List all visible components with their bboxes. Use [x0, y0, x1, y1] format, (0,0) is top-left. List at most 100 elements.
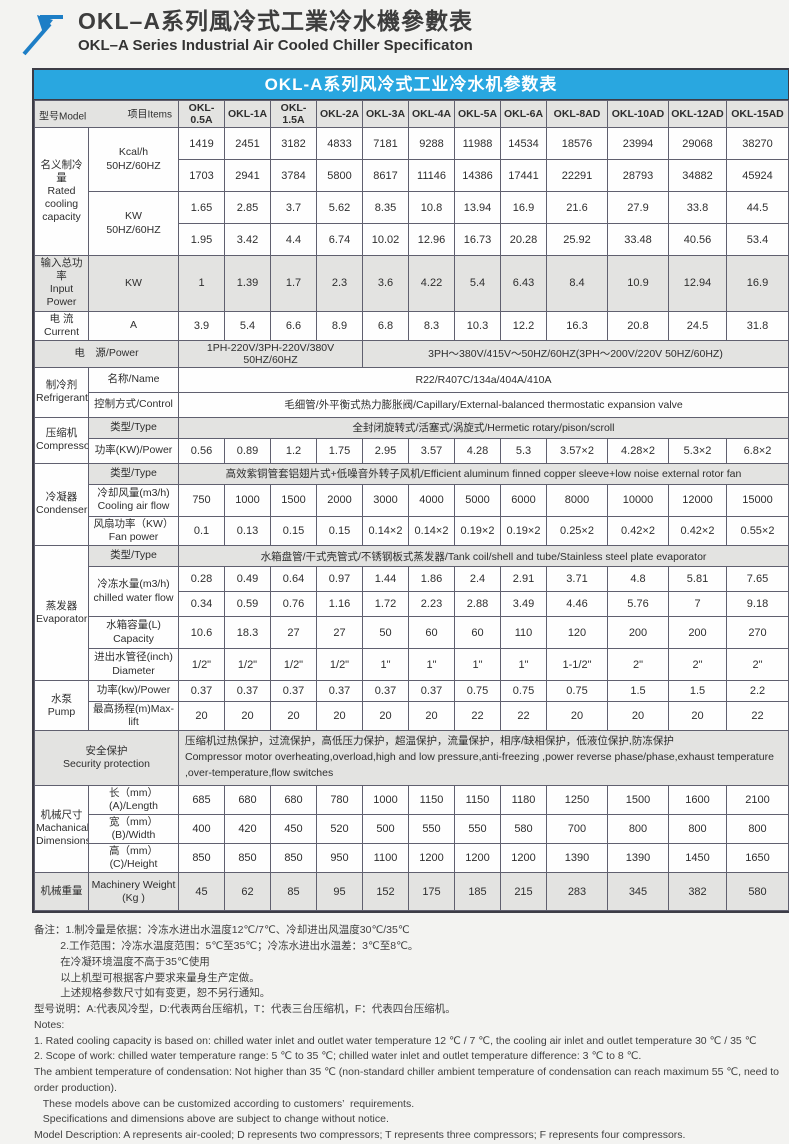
model-header-cell: OKL-1A — [224, 100, 271, 128]
table-cell: 1500 — [607, 784, 669, 815]
note-line: The ambient temperature of condensation:… — [34, 1066, 782, 1094]
table-cell: 5.76 — [607, 591, 669, 617]
table-cell: 0.34 — [178, 591, 225, 617]
table-cell: 850 — [178, 842, 225, 874]
table-cell: 4.8 — [607, 566, 669, 592]
spec-sheet-page: { "page": { "title_zh": "OKL–A系列風冷式工業冷水機… — [22, 8, 789, 1141]
model-header-row: 型号Model 项目Items OKL-0.5A OKL-1A OKL-1.5A OK… — [34, 100, 789, 128]
table-cell: 2941 — [224, 159, 271, 192]
table-cell: 1200 — [500, 842, 547, 874]
table-cell: 1500 — [270, 483, 317, 517]
table-cell: 1250 — [546, 784, 608, 815]
label-width: 宽（mm）(B)/Width — [88, 813, 179, 845]
note-line: 型号说明：A:代表风冷型，D:代表两台压缩机，T：代表三台压缩机，F：代表四台压… — [34, 1003, 456, 1015]
label-height: 高（mm）(C)/Height — [88, 842, 179, 874]
table-cell: 0.37 — [270, 680, 317, 702]
table-cell: 2.23 — [408, 591, 455, 617]
table-cell: 12.94 — [668, 255, 727, 312]
row-length: 机械尺寸 Machanical Dimensions 长（mm）(A)/Leng… — [34, 784, 789, 874]
note-line: Model Description: A represents air-cool… — [34, 1129, 686, 1141]
spec-table: 型号Model 项目Items OKL-0.5A OKL-1A OKL-1.5A OK… — [34, 100, 789, 912]
table-cell: 10000 — [607, 483, 669, 517]
table-cell: 5.3×2 — [668, 437, 727, 464]
table-cell: 1.44 — [362, 566, 409, 592]
row-kw-50: KW 50HZ/60HZ 1.65 2.85 3.7 5.62 8.35 10.8 13.9… — [35, 191, 789, 256]
table-cell: 3.7 — [270, 191, 317, 224]
note-line: 上述规格参数尺寸如有变更，恕不另行通知。 — [34, 987, 271, 1000]
table-cell: 2.88 — [454, 591, 501, 617]
table-cell: 16.9 — [726, 255, 789, 312]
group-label-capacity: 名义制冷量 Rated cooling capacity — [34, 127, 89, 256]
compressor-type-value: 全封闭旋转式/活塞式/涡旋式/Hermetic rotary/pison/scr… — [178, 416, 789, 439]
table-cell: 17441 — [500, 159, 547, 192]
table-cell: 850 — [224, 842, 271, 874]
table-cell: 8.3 — [408, 310, 455, 341]
row-tank-capacity: 水箱容量(L) Capacity 10.6 18.3 27 27 50 60 60 110 12… — [35, 616, 789, 649]
table-cell: 2" — [726, 648, 789, 681]
table-cell: 33.48 — [607, 223, 669, 256]
condenser-type-value: 高效紫铜管套铝翅片式+低噪音外转子风机/Efficient aluminum f… — [178, 462, 789, 485]
note-line: Notes: — [34, 1018, 65, 1031]
table-cell: 1150 — [408, 784, 455, 815]
table-cell: 950 — [316, 842, 363, 874]
table-cell: 1000 — [224, 483, 271, 517]
table-caption: OKL-A系列风冷式工业冷水机参数表 — [34, 70, 788, 100]
table-cell: 1.16 — [316, 591, 363, 617]
row-compressor-power: 功率(KW)/Power 0.56 0.89 1.2 1.75 2.95 3.57 4.28… — [35, 437, 789, 464]
table-cell: 680 — [270, 784, 317, 815]
group-label-condenser: 冷凝器 Condenser — [34, 462, 89, 547]
label-length: 长（mm）(A)/Length — [88, 784, 179, 815]
table-cell: 580 — [726, 872, 789, 912]
table-cell: 3182 — [270, 127, 317, 160]
table-cell: 6.74 — [316, 223, 363, 256]
model-header-cell: OKL-4A — [408, 100, 455, 128]
table-cell: 283 — [546, 872, 608, 912]
corner-cell: 型号Model 项目Items — [34, 100, 179, 128]
label-chilled-water-flow: 冷冻水量(m3/h) chilled water flow — [88, 566, 179, 617]
table-cell: 5.62 — [316, 191, 363, 224]
table-cell: 8.4 — [546, 255, 608, 312]
table-cell: 185 — [454, 872, 501, 912]
table-cell: 5.3 — [500, 437, 547, 464]
row-cooling-air-flow: 冷却风量(m3/h) Cooling air flow 750 1000 1500 2… — [35, 483, 789, 517]
notes-en: Notes: 1. Rated cooling capacity is based… — [34, 1018, 779, 1144]
table-cell: 1703 — [178, 159, 225, 192]
note-line: 2.工作范围：冷冻水温度范围：5℃至35℃；冷冻水进出水温差：3℃至8℃。 — [34, 940, 419, 952]
table-cell: 85 — [270, 872, 317, 912]
table-cell: 9.18 — [726, 591, 789, 617]
table-cell: 4833 — [316, 127, 363, 160]
table-cell: 1100 — [362, 842, 409, 874]
refrigerant-control-value: 毛细管/外平衡式热力膨胀阀/Capillary/External-balance… — [178, 391, 789, 418]
table-cell: 3.6 — [362, 255, 409, 312]
table-cell: 3.42 — [224, 223, 271, 256]
table-cell: 1200 — [454, 842, 501, 874]
table-cell: 1/2" — [270, 648, 317, 681]
table-cell: 24.5 — [668, 310, 727, 341]
table-cell: 2451 — [224, 127, 271, 160]
table-cell: 110 — [500, 616, 547, 649]
table-cell: 1" — [500, 648, 547, 681]
table-cell: 16.9 — [500, 191, 547, 224]
group-label-dimensions: 机械尺寸 Machanical Dimensions — [34, 784, 89, 874]
table-cell: 11146 — [408, 159, 455, 192]
table-cell: 1" — [362, 648, 409, 681]
table-cell: 0.15 — [270, 515, 317, 547]
note-line: 以上机型可根据客户要求来量身生产定做。 — [34, 971, 260, 984]
label-compressor-type: 类型/Type — [88, 416, 179, 439]
row-refrigerant-control: 控制方式/Control 毛细管/外平衡式热力膨胀阀/Capillary/Ext… — [35, 391, 789, 418]
row-max-lift: 最高扬程(m)Max-lift 20 20 20 20 20 20 22 22 20 20 20 22 — [35, 700, 789, 732]
table-cell: 1.5 — [668, 680, 727, 702]
table-cell: 175 — [408, 872, 455, 912]
row-kw-60: 1.95 3.42 4.4 6.74 10.02 12.96 16.73 20.28 25.92… — [35, 223, 789, 256]
row-chilled-60: 0.34 0.59 0.76 1.16 1.72 2.23 2.88 3.49 4.46 5.76… — [35, 591, 789, 617]
group-label-security: 安全保护 Security protection — [34, 730, 179, 786]
table-cell: 0.75 — [454, 680, 501, 702]
table-cell: 20.28 — [500, 223, 547, 256]
table-cell: 0.37 — [362, 680, 409, 702]
table-cell: 1.72 — [362, 591, 409, 617]
label-weight-unit: Machinery Weight (Kg ) — [88, 872, 179, 912]
table-cell: 15000 — [726, 483, 789, 517]
table-cell: 0.42×2 — [607, 515, 669, 547]
table-cell: 22 — [726, 700, 789, 732]
table-cell: 20 — [408, 700, 455, 732]
